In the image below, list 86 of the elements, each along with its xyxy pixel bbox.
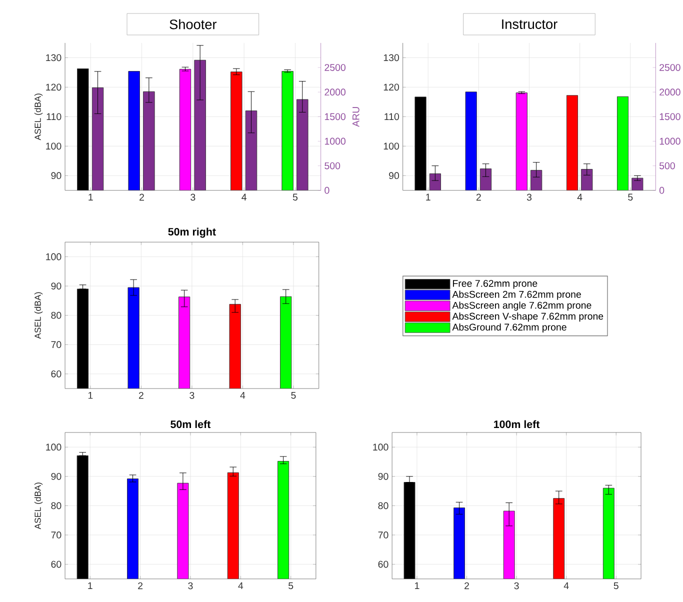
bar: [530, 170, 542, 190]
y2-tick-label: 500: [324, 162, 340, 170]
legend-label: AbsScreen V-shape 7.62mm prone: [452, 312, 604, 322]
y-tick-label: 130: [46, 54, 62, 61]
chart-title: 50m left: [170, 420, 211, 428]
x-tick-label: 5: [288, 582, 294, 589]
legend-label: AbsGround 7.62mm prone: [452, 323, 566, 332]
x-tick-label: 1: [88, 392, 93, 398]
y-tick-label: 100: [373, 444, 388, 450]
y-tick-label: 100: [384, 142, 399, 150]
x-tick-label: 5: [628, 194, 633, 200]
y-axis-title: ASEL (dBA): [34, 292, 43, 339]
y-tick-label: 100: [46, 142, 62, 150]
x-tick-label: 2: [138, 582, 143, 589]
x-tick-label: 3: [514, 582, 519, 590]
y-tick-label: 90: [51, 472, 62, 480]
bar: [143, 91, 155, 190]
bar: [92, 87, 104, 190]
bar: [632, 178, 644, 190]
y-tick-label: 60: [378, 560, 388, 568]
x-tick-label: 3: [526, 194, 532, 201]
x-tick-label: 4: [564, 582, 569, 589]
x-tick-label: 2: [464, 582, 469, 589]
bar: [296, 99, 308, 190]
y-tick-label: 100: [46, 444, 62, 450]
y-tick-label: 80: [378, 502, 388, 509]
x-tick-label: 3: [190, 194, 196, 201]
y-tick-label: 120: [384, 84, 399, 90]
y-tick-label: 80: [51, 502, 62, 509]
x-tick-label: 1: [426, 194, 430, 200]
chart-title: Shooter: [170, 19, 217, 30]
y2-tick-label: 2500: [324, 64, 346, 71]
y2-tick-label: 500: [659, 162, 675, 170]
x-tick-label: 5: [614, 582, 618, 589]
y2-tick-label: 1500: [660, 113, 680, 120]
bar: [581, 168, 593, 190]
y2-tick-label: 2000: [324, 88, 346, 96]
x-tick-label: 1: [88, 194, 93, 200]
y2-axis-title: ARU: [352, 106, 360, 127]
y-tick-label: 80: [51, 312, 62, 319]
chart-title: 50m right: [168, 228, 216, 238]
y-tick-label: 110: [384, 113, 399, 120]
legend-label: AbsScreen angle 7.62mm prone: [452, 301, 592, 310]
y-tick-label: 60: [51, 370, 62, 378]
y2-tick-label: 2500: [660, 64, 680, 71]
x-tick-label: 3: [190, 392, 194, 399]
x-tick-label: 2: [138, 392, 144, 399]
y-tick-label: 90: [51, 172, 62, 179]
x-tick-label: 3: [188, 582, 193, 590]
bar: [245, 110, 258, 190]
x-tick-label: 2: [476, 194, 481, 200]
y-tick-label: 60: [51, 560, 62, 568]
y-axis-title: ASEL (dBA): [34, 93, 43, 140]
y-tick-label: 110: [46, 113, 62, 120]
y-tick-label: 130: [384, 54, 399, 61]
y-tick-label: 100: [46, 253, 62, 260]
y-axis-title: ASEL (dBA): [34, 482, 43, 530]
x-tick-label: 1: [88, 582, 92, 589]
chart-title: 100m left: [494, 420, 540, 428]
y-tick-label: 90: [378, 472, 388, 480]
y-tick-label: 70: [51, 341, 62, 348]
y-tick-label: 70: [51, 531, 62, 538]
y-tick-label: 90: [51, 282, 62, 290]
chart-title: Instructor: [502, 19, 558, 29]
x-tick-label: 5: [291, 392, 296, 399]
y-tick-label: 70: [378, 531, 388, 538]
y-tick-label: 120: [46, 84, 62, 90]
x-tick-label: 4: [238, 582, 244, 589]
x-tick-label: 5: [292, 194, 298, 200]
x-tick-label: 2: [140, 194, 144, 200]
legend-label: AbsScreen 2m 7.62mm prone: [452, 290, 581, 300]
bar: [429, 173, 441, 190]
y2-tick-label: 1500: [324, 113, 346, 120]
x-tick-label: 1: [415, 582, 420, 589]
x-tick-label: 4: [242, 194, 246, 200]
y2-tick-label: 0: [659, 186, 664, 194]
x-tick-label: 4: [577, 194, 582, 200]
x-tick-label: 4: [240, 392, 246, 398]
y-tick-label: 90: [389, 172, 399, 179]
y2-tick-label: 0: [324, 186, 330, 194]
bar: [194, 60, 206, 190]
y2-tick-label: 1000: [324, 138, 346, 144]
y2-tick-label: 2000: [660, 88, 680, 96]
legend-label: Free 7.62mm prone: [452, 280, 538, 289]
y2-tick-label: 1000: [660, 138, 680, 144]
bar: [480, 168, 492, 190]
